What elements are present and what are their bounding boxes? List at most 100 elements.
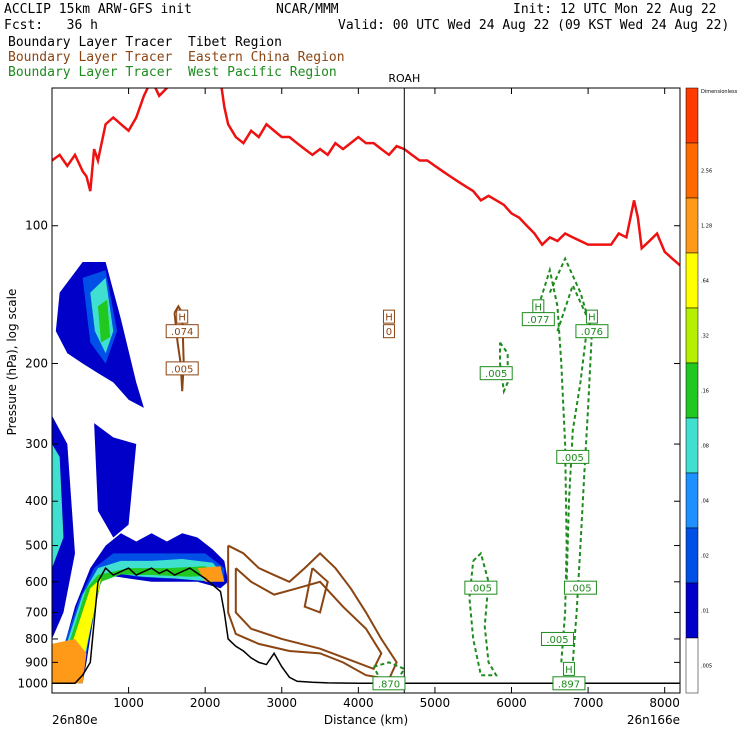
colorbar-swatch: [685, 87, 699, 144]
contour-label-text: .077: [527, 315, 549, 326]
y-tick-label: 400: [25, 494, 48, 508]
contour-label: H: [585, 309, 598, 324]
contour-label-box: [372, 676, 406, 691]
tracer-label-west-pacific: Boundary Layer Tracer West Pacific Regio…: [8, 65, 337, 80]
colorbar-swatch: [685, 417, 699, 474]
contour-label: .005: [563, 580, 597, 595]
contour-label-text: 0: [386, 327, 392, 338]
y-tick-label: 500: [25, 539, 48, 553]
colorbar-label: .16: [701, 389, 709, 395]
contour-label-box: [165, 361, 199, 376]
contour-label: .005: [464, 580, 498, 595]
contour-label-box: [563, 580, 597, 595]
contour-label-text: .005: [485, 369, 507, 380]
contour-label-box: [552, 676, 586, 691]
y-tick-label: 900: [25, 655, 48, 669]
colorbar-label: .04: [701, 499, 709, 505]
x-axis-title: Distance (km): [324, 713, 408, 727]
tracer-fill-low: [52, 638, 87, 684]
contour-label-text: H: [588, 313, 596, 324]
contour-label: H: [532, 299, 545, 314]
colorbar-label: .64: [701, 279, 709, 285]
contour-label: H: [562, 661, 575, 676]
colorbar: Dimensionless 2.56 1.28 .64 .32 .16 .08 .04 .02.…: [685, 87, 738, 694]
colorbar-label: 1.28: [701, 224, 712, 230]
contour-label: .005: [165, 361, 199, 376]
x-tick-label: 3000: [266, 696, 297, 710]
colorbar-swatch: [685, 197, 699, 254]
contour-label-box: [585, 309, 598, 324]
axes-layer: 1000 2000 3000 4000 5000 6000 7000 800010020030…: [17, 72, 680, 710]
x-tick-label: 1000: [113, 696, 144, 710]
colorbar-swatch: [685, 252, 699, 309]
colorbar-label: .32: [701, 334, 709, 340]
contour-west-pacific: [533, 266, 568, 663]
terrain-line: [52, 566, 680, 685]
contour-label-text: .870: [378, 679, 400, 690]
contour-label-box: [382, 309, 395, 324]
contour-west-pacific: [468, 551, 498, 677]
colorbar-swatch: [685, 472, 699, 529]
contour-label-box: [521, 312, 555, 327]
contour-label-text: .074: [171, 327, 193, 338]
contour-label: .897: [552, 676, 586, 691]
tracer-fill-low: [52, 578, 102, 684]
model-title: ACCLIP 15km ARW-GFS init: [4, 2, 192, 17]
contour-label-text: H: [535, 302, 543, 313]
colorbar-swatch: [685, 307, 699, 364]
x-end-label: 26n166e: [627, 713, 680, 727]
contour-label-text: .897: [558, 679, 580, 690]
x-tick-label: 4000: [343, 696, 374, 710]
contour-label-box: [479, 366, 513, 381]
contour-label-text: H: [565, 665, 573, 676]
station-label: ROAH: [388, 72, 420, 85]
tropopause-line: [52, 88, 680, 267]
x-tick-label: 5000: [420, 696, 451, 710]
contour-eastern-china: [234, 567, 383, 671]
contour-label: .870: [372, 676, 406, 691]
contour-label: .005: [479, 366, 513, 381]
contour-label-text: .005: [470, 584, 492, 595]
contour-label-text: .005: [562, 453, 584, 464]
init-time: Init: 12 UTC Mon 22 Aug 22: [513, 2, 717, 17]
tracer-field-layer: [52, 261, 229, 684]
colorbar-swatch: [685, 637, 699, 694]
contour-label-box: [165, 324, 199, 339]
contour-label: H: [382, 309, 395, 324]
contour-label-text: .076: [581, 327, 603, 338]
colorbar-label: 2.56: [701, 169, 712, 175]
y-tick-label: 1000: [17, 676, 48, 690]
x-tick-label: 6000: [496, 696, 527, 710]
tracer-label-eastern-china: Boundary Layer Tracer Eastern China Regi…: [8, 50, 345, 65]
y-axis-title: Pressure (hPa), log scale: [5, 289, 19, 436]
contour-label: .074: [165, 324, 199, 339]
contour-label: .077: [521, 312, 555, 327]
contour-label-text: .005: [569, 584, 591, 595]
contour-label: .005: [556, 449, 590, 464]
contour-eastern-china: [173, 304, 185, 392]
contour-label-box: [176, 309, 189, 324]
x-start-label: 26n80e: [52, 713, 98, 727]
y-tick-label: 200: [25, 356, 48, 370]
contour-label: H: [176, 309, 189, 324]
y-tick-label: 800: [25, 632, 48, 646]
contour-label-box: [562, 661, 575, 676]
colorbar-swatch: [685, 362, 699, 419]
line-layer: [52, 88, 680, 693]
annotation-layer: H .074 .005 H 0 H .077 H .076 .005 .005 .005 .005 .00…: [165, 299, 609, 691]
colorbar-label: .01: [701, 609, 709, 615]
colorbar-swatch: [685, 142, 699, 199]
y-tick-label: 100: [25, 219, 48, 233]
colorbar-label: Dimensionless: [701, 89, 738, 95]
contour-label-box: [540, 631, 574, 646]
institution-label: NCAR/MMM: [276, 2, 339, 17]
y-tick-label: 300: [25, 437, 48, 451]
contour-label-box: [575, 324, 609, 339]
y-tick-label: 600: [25, 575, 48, 589]
contour-label-box: [464, 580, 498, 595]
tracer-fill-mid: [94, 423, 137, 538]
contour-label: .005: [540, 631, 574, 646]
contour-label-text: .005: [546, 635, 568, 646]
plot-frame: [51, 87, 681, 694]
